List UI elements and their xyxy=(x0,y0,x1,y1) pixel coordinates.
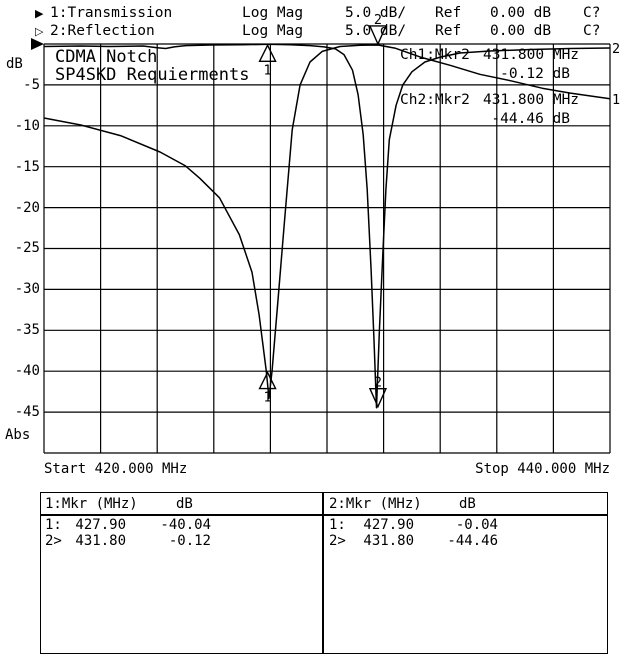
channel2-ref-label: Ref xyxy=(435,23,462,39)
plot-title-line2: SP4SKD Requierments xyxy=(55,65,250,85)
marker1-ch2-icon xyxy=(258,43,277,63)
marker1-ch2-number: 1 xyxy=(263,62,271,78)
channel2-cal-status: C? xyxy=(583,23,601,39)
col2-row2-marker: 2> xyxy=(329,533,346,549)
marker-table-header-separator xyxy=(41,514,607,516)
marker-table-col2-title: 2:Mkr (MHz) xyxy=(329,496,422,512)
ch1-marker-readout-value: -0.12 dB xyxy=(500,66,570,82)
col1-row2-freq: 431.80 xyxy=(75,533,126,549)
channel2-inactive-icon: ▷ xyxy=(35,25,44,38)
channel2-scale: 5.0 dB/ xyxy=(345,23,407,39)
x-axis-stop-label: Stop 440.000 MHz xyxy=(475,461,610,477)
ch2-marker-readout-label: Ch2:Mkr2 xyxy=(400,92,470,108)
col2-row1-freq: 427.90 xyxy=(363,517,414,533)
channel1-active-icon: ▶ xyxy=(35,7,44,20)
y-tick--30: -30 xyxy=(14,281,40,297)
marker-table-column-divider xyxy=(322,493,324,653)
y-axis-unit-label: dB xyxy=(6,56,23,72)
ch2-marker-readout-value: -44.46 dB xyxy=(491,111,570,127)
col1-row1-freq: 427.90 xyxy=(75,517,126,533)
col2-row2-freq: 431.80 xyxy=(363,533,414,549)
col2-row2-value: -44.46 xyxy=(447,533,498,549)
col2-row1-value: -0.04 xyxy=(455,517,498,533)
marker1-ch1-number: 1 xyxy=(263,390,271,406)
marker-table: 1:Mkr (MHz) dB 2:Mkr (MHz) dB 1: 427.90 … xyxy=(40,492,608,654)
channel2-format: Log Mag xyxy=(242,23,304,39)
col1-row2-marker: 2> xyxy=(45,533,62,549)
ch2-marker-readout-freq: 431.800 MHz xyxy=(483,92,580,108)
marker-table-col1-unit: dB xyxy=(176,496,193,512)
marker1-ch1-icon xyxy=(258,370,277,390)
channel1-scale: 5.0 dB/ xyxy=(345,5,407,21)
trace-1-end-label: 1 xyxy=(612,92,620,108)
channel2-ref-value: 0.00 dB xyxy=(490,23,552,39)
y-axis-bottom-label: Abs xyxy=(5,427,31,443)
y-tick--25: -25 xyxy=(14,240,40,256)
marker2-ch2-icon xyxy=(368,387,388,409)
plot-title-line1: CDMA Notch xyxy=(55,47,158,67)
channel1-measurement-label: 1:Transmission xyxy=(50,5,173,21)
y-tick--40: -40 xyxy=(14,363,40,379)
y-tick--35: -35 xyxy=(14,322,40,338)
y-tick--15: -15 xyxy=(14,159,40,175)
y-tick--45: -45 xyxy=(14,404,40,420)
y-tick--20: -20 xyxy=(14,200,40,216)
col1-row1-marker: 1: xyxy=(45,517,62,533)
ch1-marker-readout-label: Ch1:Mkr2 xyxy=(400,47,470,63)
y-tick--10: -10 xyxy=(14,118,40,134)
channel1-ref-value: 0.00 dB xyxy=(490,5,552,21)
trace-2-end-label: 2 xyxy=(612,41,620,57)
channel2-measurement-label: 2:Reflection xyxy=(50,23,155,39)
col2-row1-marker: 1: xyxy=(329,517,346,533)
ch1-marker-readout-freq: 431.800 MHz xyxy=(483,47,580,63)
col1-row2-value: -0.12 xyxy=(168,533,211,549)
channel1-cal-status: C? xyxy=(583,5,601,21)
marker2-ch2-number: 2 xyxy=(374,375,382,391)
x-axis-start-label: Start 420.000 MHz xyxy=(44,461,188,477)
channel1-ref-label: Ref xyxy=(435,5,462,21)
marker-table-col1-title: 1:Mkr (MHz) xyxy=(45,496,138,512)
col1-row1-value: -40.04 xyxy=(160,517,211,533)
y-tick--5: -5 xyxy=(23,77,40,93)
channel1-format: Log Mag xyxy=(242,5,304,21)
marker-table-col2-unit: dB xyxy=(459,496,476,512)
